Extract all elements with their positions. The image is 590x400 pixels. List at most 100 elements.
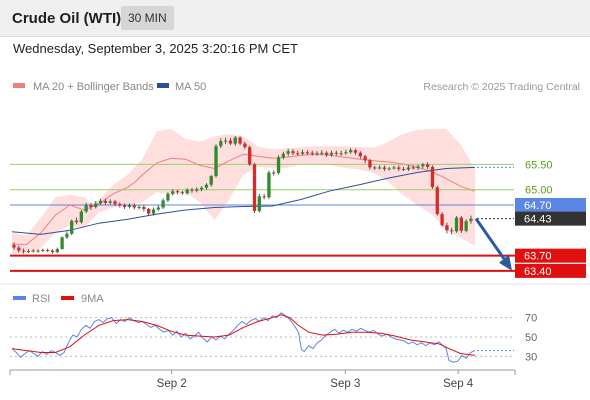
legend-ma20-label: MA 20 + Bollinger Bands bbox=[33, 81, 154, 93]
candle-body bbox=[435, 187, 439, 215]
candle-body bbox=[363, 156, 367, 161]
rsi-line bbox=[11, 312, 476, 363]
candle-body bbox=[310, 152, 314, 154]
level-label-63.40: 63.40 bbox=[524, 266, 552, 278]
candle-body bbox=[257, 196, 261, 212]
candle-body bbox=[401, 168, 406, 170]
candle-body bbox=[195, 189, 199, 191]
candle-body bbox=[214, 146, 218, 177]
candle-body bbox=[185, 189, 189, 194]
candle-body bbox=[267, 172, 271, 198]
candle-body bbox=[426, 164, 430, 167]
legend-rsi-swatch bbox=[13, 296, 26, 300]
candle-body bbox=[459, 217, 463, 231]
candle-body bbox=[325, 152, 329, 155]
candle-body bbox=[17, 247, 21, 251]
legend-ma20-swatch bbox=[13, 83, 25, 88]
candle-body bbox=[118, 203, 122, 206]
candle-body bbox=[46, 250, 50, 252]
candle-body bbox=[248, 147, 252, 165]
x-tick-label-1: Sep 3 bbox=[330, 378, 360, 390]
price-panel: 65.50 65.00 64.70 64.43 63.70 63.40 bbox=[10, 128, 586, 278]
candle-body bbox=[142, 206, 146, 210]
candle-body bbox=[175, 191, 180, 193]
candle-body bbox=[382, 167, 387, 169]
level-tag-64.70 bbox=[515, 197, 586, 212]
candle-body bbox=[127, 205, 132, 207]
candle-body bbox=[228, 140, 233, 144]
candle-body bbox=[166, 193, 170, 201]
interval-button[interactable]: 30 MIN bbox=[121, 6, 174, 30]
candle-body bbox=[98, 200, 103, 204]
candle-body bbox=[329, 152, 334, 155]
instrument-title: Crude Oil (WTI) bbox=[12, 10, 122, 27]
candle-body bbox=[300, 152, 305, 154]
x-axis: Sep 2 Sep 3 Sep 4 bbox=[9, 369, 516, 390]
candle-body bbox=[334, 152, 338, 154]
ma50-line bbox=[11, 166, 476, 235]
candle-body bbox=[31, 250, 35, 252]
candle-body bbox=[262, 196, 266, 198]
candle-body bbox=[238, 137, 242, 144]
chart-legend: MA 20 + Bollinger Bands MA 50 Research ©… bbox=[13, 81, 580, 93]
level-label-64.43: 64.43 bbox=[524, 214, 552, 226]
candle-body bbox=[60, 237, 64, 250]
candle-body bbox=[397, 167, 401, 169]
candle-body bbox=[36, 250, 40, 252]
candle-body bbox=[450, 230, 454, 232]
candle-body bbox=[180, 192, 184, 194]
x-tick-label-0: Sep 2 bbox=[157, 378, 187, 390]
candle-body bbox=[137, 206, 141, 208]
bollinger-band bbox=[12, 128, 475, 254]
candle-body bbox=[103, 200, 108, 203]
candle-body bbox=[469, 218, 473, 222]
candle-body bbox=[286, 151, 290, 154]
candle-body bbox=[320, 152, 324, 154]
candle-body bbox=[276, 157, 281, 174]
candle-body bbox=[199, 187, 204, 190]
rsi-legend: RSI 9MA bbox=[13, 293, 104, 305]
candle-body bbox=[41, 250, 45, 252]
rsi-tick-50: 50 bbox=[525, 332, 537, 344]
candle-body bbox=[70, 220, 74, 234]
candle-body bbox=[454, 217, 459, 232]
candle-body bbox=[223, 140, 228, 142]
candle-body bbox=[353, 150, 358, 153]
candle-body bbox=[190, 189, 194, 191]
candle-body bbox=[272, 172, 276, 174]
legend-ma50-swatch bbox=[157, 83, 169, 88]
candle-body bbox=[219, 141, 223, 147]
candle-body bbox=[26, 251, 31, 253]
candle-body bbox=[204, 184, 209, 188]
candle-body bbox=[243, 143, 247, 148]
candle-body bbox=[79, 211, 83, 223]
candle-body bbox=[296, 153, 300, 155]
candle-body bbox=[464, 221, 468, 231]
candle-body bbox=[84, 204, 88, 212]
candle-body bbox=[161, 200, 165, 208]
candle-body bbox=[50, 250, 55, 253]
candle-body bbox=[74, 220, 79, 223]
candle-body bbox=[440, 214, 444, 226]
rsi-panel: 70 50 30 bbox=[10, 312, 537, 363]
candle-body bbox=[392, 167, 396, 169]
candle-body bbox=[55, 249, 59, 253]
candle-body bbox=[305, 152, 310, 154]
candle-body bbox=[171, 191, 175, 194]
candle-body bbox=[406, 167, 411, 170]
candle-body bbox=[108, 201, 112, 203]
level-label-65.50: 65.50 bbox=[525, 159, 553, 171]
candle-body bbox=[349, 150, 353, 153]
credit-label: Research © 2025 Trading Central bbox=[423, 81, 580, 93]
candle-body bbox=[430, 166, 435, 188]
candle-body bbox=[445, 225, 449, 231]
level-tag-64.43 bbox=[515, 211, 586, 226]
ma20-line bbox=[11, 153, 476, 246]
datetime-label: Wednesday, September 3, 2025 3:20:16 PM … bbox=[13, 41, 298, 56]
candle-body bbox=[315, 153, 319, 155]
candle-body bbox=[21, 250, 26, 252]
candle-body bbox=[12, 245, 16, 248]
candle-body bbox=[156, 207, 160, 210]
rsi-tick-70: 70 bbox=[525, 313, 537, 325]
